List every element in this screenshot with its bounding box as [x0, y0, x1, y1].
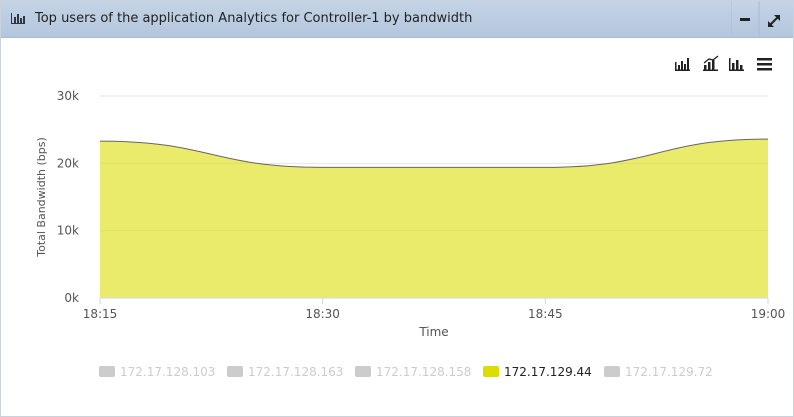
y-tick-label: 30k — [57, 89, 79, 103]
x-tick-label: 18:30 — [305, 307, 340, 321]
y-tick-label: 10k — [57, 224, 79, 238]
toolbar-button[interactable] — [729, 58, 744, 71]
toolbar-button[interactable] — [675, 58, 690, 71]
legend-label: 172.17.129.44 — [504, 365, 592, 379]
x-axis-label: Time — [418, 325, 448, 339]
x-tick-label: 18:15 — [83, 307, 118, 321]
area — [100, 139, 768, 298]
menu-button[interactable] — [757, 58, 772, 71]
x-tick-label: 18:45 — [528, 307, 563, 321]
header-buttons — [731, 1, 780, 37]
legend-item[interactable]: 172.17.128.103 — [99, 365, 215, 379]
minimize-button[interactable] — [740, 18, 750, 21]
legend-item[interactable]: 172.17.128.163 — [227, 365, 343, 379]
legend-swatch — [604, 366, 620, 377]
maximize-button[interactable] — [768, 15, 780, 27]
legend-swatch — [355, 366, 371, 377]
legend-label: 172.17.128.158 — [376, 365, 471, 379]
y-tick-label: 0k — [64, 291, 79, 305]
y-tick-label: 20k — [57, 156, 79, 170]
legend-swatch — [483, 366, 499, 377]
chart: Total Bandwidth (bps) Time 0k 10k 20k 30k 18… — [35, 55, 786, 379]
chart-icon — [11, 13, 25, 24]
area-line — [99, 138, 769, 168]
area-series — [99, 138, 769, 298]
legend-label: 172.17.129.72 — [625, 365, 713, 379]
legend-item[interactable]: 172.17.128.158 — [355, 365, 471, 379]
chart-toolbar — [675, 55, 772, 71]
legend-swatch — [227, 366, 243, 377]
toolbar-button[interactable] — [703, 55, 719, 71]
legend-label: 172.17.128.163 — [248, 365, 343, 379]
widget-header: Top users of the application Analytics f… — [1, 1, 793, 38]
y-axis-label: Total Bandwidth (bps) — [35, 137, 48, 258]
legend-item[interactable]: 172.17.129.72 — [604, 365, 713, 379]
legend-item[interactable]: 172.17.129.44 — [483, 365, 592, 379]
widget-title: Top users of the application Analytics f… — [35, 11, 473, 26]
x-tick-label: 19:00 — [751, 307, 786, 321]
legend-label: 172.17.128.103 — [120, 365, 215, 379]
legend-swatch — [99, 366, 115, 377]
